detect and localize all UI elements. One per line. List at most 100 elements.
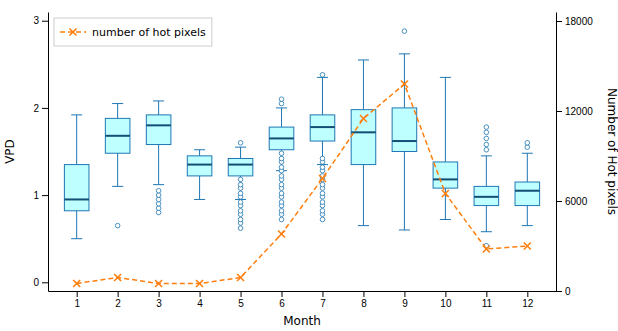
flier [279,217,284,222]
flier [484,142,489,147]
whisker [158,145,159,185]
tick-mark [42,195,48,196]
flier [279,174,284,179]
marker-stroke [319,175,326,182]
flier [156,206,161,211]
whisker [322,77,323,114]
legend-label: number of hot pixels [92,26,206,39]
marks [64,29,539,287]
tick-label: 4 [197,298,203,309]
tick-mark [282,291,283,297]
whisker [445,77,446,162]
whisker-cap [71,238,82,239]
box [433,77,458,219]
tick-mark [77,291,78,297]
whisker [527,153,528,182]
box [515,140,540,225]
median [433,178,458,180]
y2-axis-title: Number of Hot pixels [605,88,618,215]
whisker-cap [481,231,492,232]
tick: 18000 [556,16,593,27]
median [474,196,499,198]
box [146,101,171,215]
whisker-cap [522,225,533,226]
y2-axis: 060001200018000 [556,13,593,297]
tick-label: 1 [74,298,80,309]
flier [320,165,325,170]
tick-label: 8 [361,298,367,309]
marker-stroke [155,280,162,287]
marker-stroke [483,246,490,253]
box-body [64,165,89,211]
whisker [158,101,159,115]
tick-mark [42,21,48,22]
y-axis-line [48,13,49,292]
flier [238,226,243,231]
flier [484,130,489,135]
chart: 1234567891011120123060001200018000number… [0,0,618,331]
whisker [281,108,282,127]
marker-stroke [401,81,408,88]
whisker-cap [112,103,123,104]
tick: 2 [33,103,48,114]
x-axis-line [49,291,557,292]
whisker-cap [440,77,451,78]
box [187,150,212,200]
tick-mark [556,291,562,292]
tick: 5 [238,291,244,309]
tick-label: 1 [33,190,39,201]
whisker [117,153,118,186]
whisker [117,104,118,119]
whisker [76,115,77,165]
flier [279,208,284,213]
tick-mark [241,291,242,297]
tick-label: 18000 [565,16,593,27]
marker-stroke [278,231,285,238]
whisker [240,147,241,158]
tick: 3 [33,15,48,26]
tick-mark [42,282,48,283]
whisker-cap [358,59,369,60]
tick: 0 [556,286,571,297]
legend-box [54,18,212,46]
series-marker [114,274,121,281]
tick: 10 [440,291,452,309]
whisker-cap [358,225,369,226]
x-axis-title: Month [283,314,321,328]
whisker [486,156,487,187]
tick-label: 3 [33,15,39,26]
tick: 1 [74,291,80,309]
whisker [527,206,528,226]
box-body [187,156,212,176]
median [146,124,171,126]
tick-label: 11 [482,298,493,309]
flier [238,177,243,182]
median [310,126,335,128]
marker-stroke [524,243,531,250]
flier [279,151,284,156]
flier [525,140,530,145]
box [392,29,417,230]
marker-stroke [114,274,121,281]
tick-label: 2 [33,103,39,114]
series-marker [319,175,326,182]
box [310,72,335,221]
box [474,125,499,248]
flier [279,101,284,106]
flier [320,217,325,222]
median [515,190,540,192]
flier [279,156,284,161]
tick-label: 9 [402,298,408,309]
tick-mark [322,291,323,297]
tick-mark [556,201,562,202]
marker-stroke [73,280,80,287]
marker-stroke [196,280,203,287]
whisker-cap [194,149,205,150]
whisker-cap [399,53,410,54]
tick-mark [118,291,119,297]
flier [484,125,489,130]
median [228,164,253,166]
flier [279,191,284,196]
flier [238,200,243,205]
whisker [404,54,405,108]
